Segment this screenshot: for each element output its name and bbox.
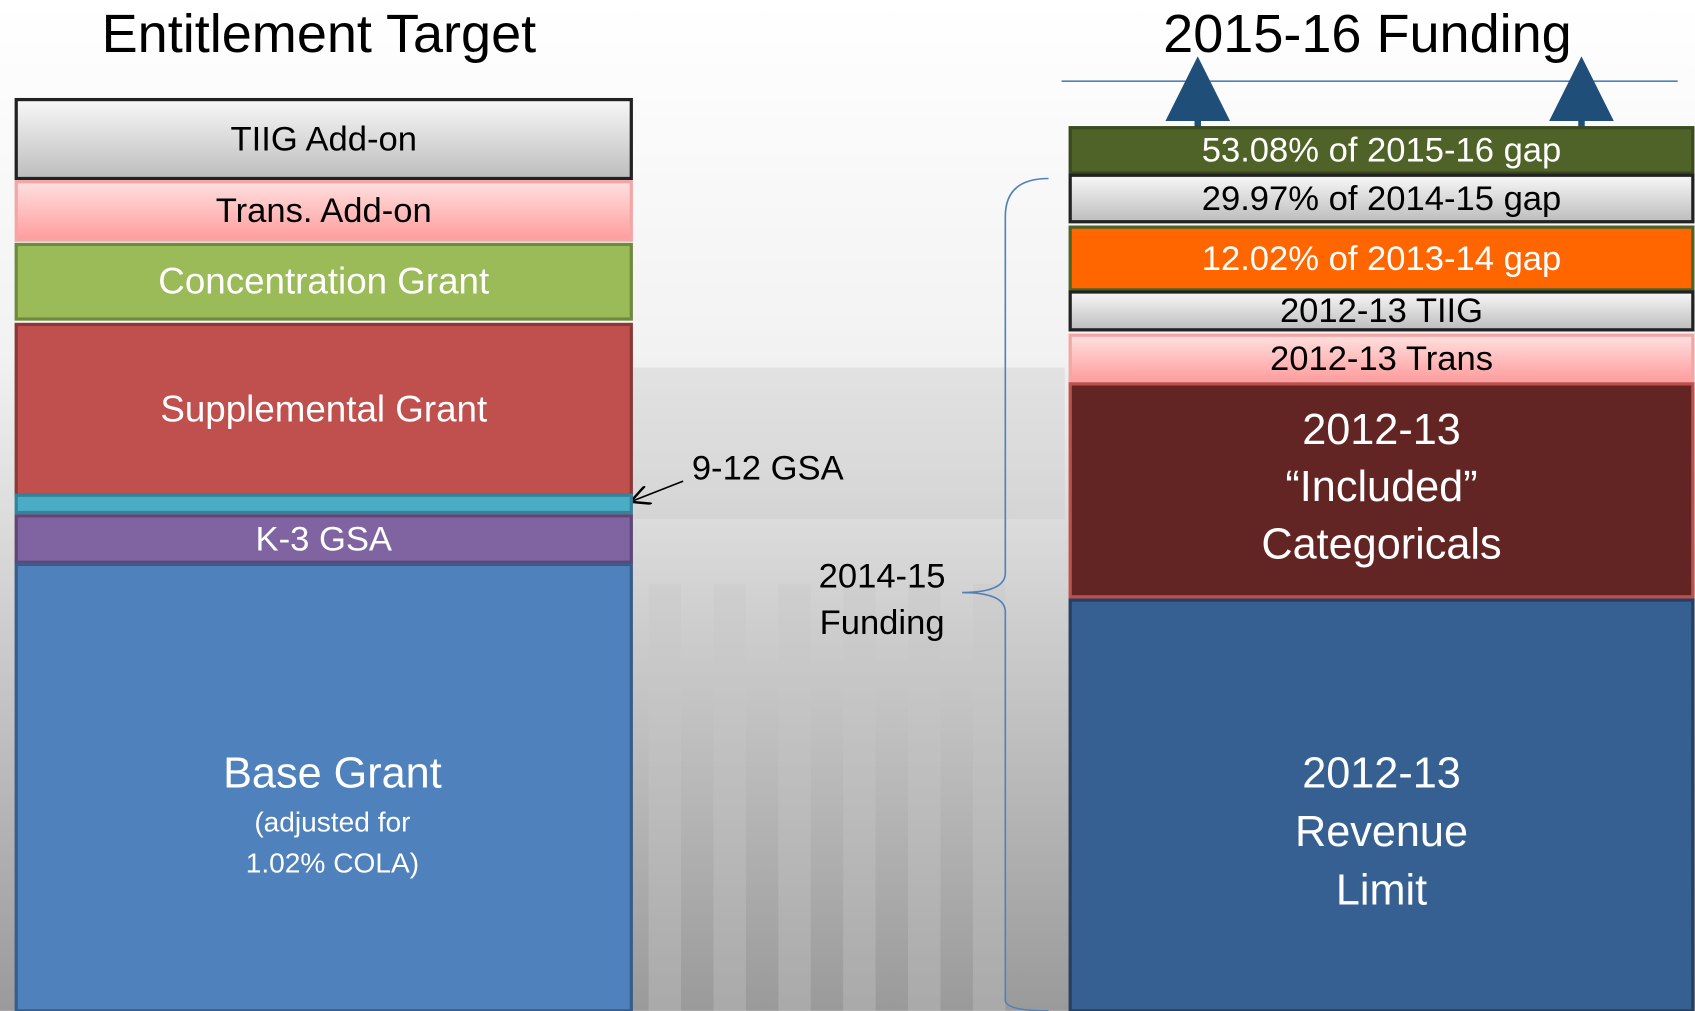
block-label: K-3 GSA (256, 520, 392, 558)
block-label: 53.08% of 2015-16 gap (1202, 132, 1562, 170)
block-label: 1.02% COLA) (246, 847, 419, 878)
block-label: 12.02% of 2013-14 gap (1202, 240, 1562, 278)
block-label: Trans. Add-on (216, 192, 432, 230)
block-label: 2012-13 (1302, 406, 1461, 454)
block-label: Supplemental Grant (160, 389, 487, 430)
annotation: 9-12 GSA (692, 450, 844, 488)
block-label: Concentration Grant (158, 261, 489, 302)
block (1070, 600, 1693, 1011)
right-title: 2015-16 Funding (1163, 4, 1572, 64)
block (16, 495, 631, 512)
brace-label: Funding (820, 604, 945, 642)
slide: Entitlement Target 2015-16 Funding 2014-… (0, 0, 1695, 1011)
block-label: Revenue (1295, 808, 1468, 856)
block-label: 29.97% of 2014-15 gap (1202, 180, 1562, 218)
block-label: 2012-13 (1302, 750, 1461, 798)
block-label: (adjusted for (254, 806, 410, 837)
left-title: Entitlement Target (102, 4, 537, 64)
block-label: “Included” (1285, 463, 1477, 511)
block-label: TIIG Add-on (231, 120, 417, 158)
block-label: 2012-13 Trans (1270, 340, 1493, 378)
block-label: 2012-13 TIIG (1280, 292, 1483, 330)
block-label: Categoricals (1261, 521, 1501, 569)
block-label: Base Grant (223, 750, 442, 798)
brace-label: 2014-15 (819, 558, 946, 596)
block-label: Limit (1336, 866, 1427, 914)
